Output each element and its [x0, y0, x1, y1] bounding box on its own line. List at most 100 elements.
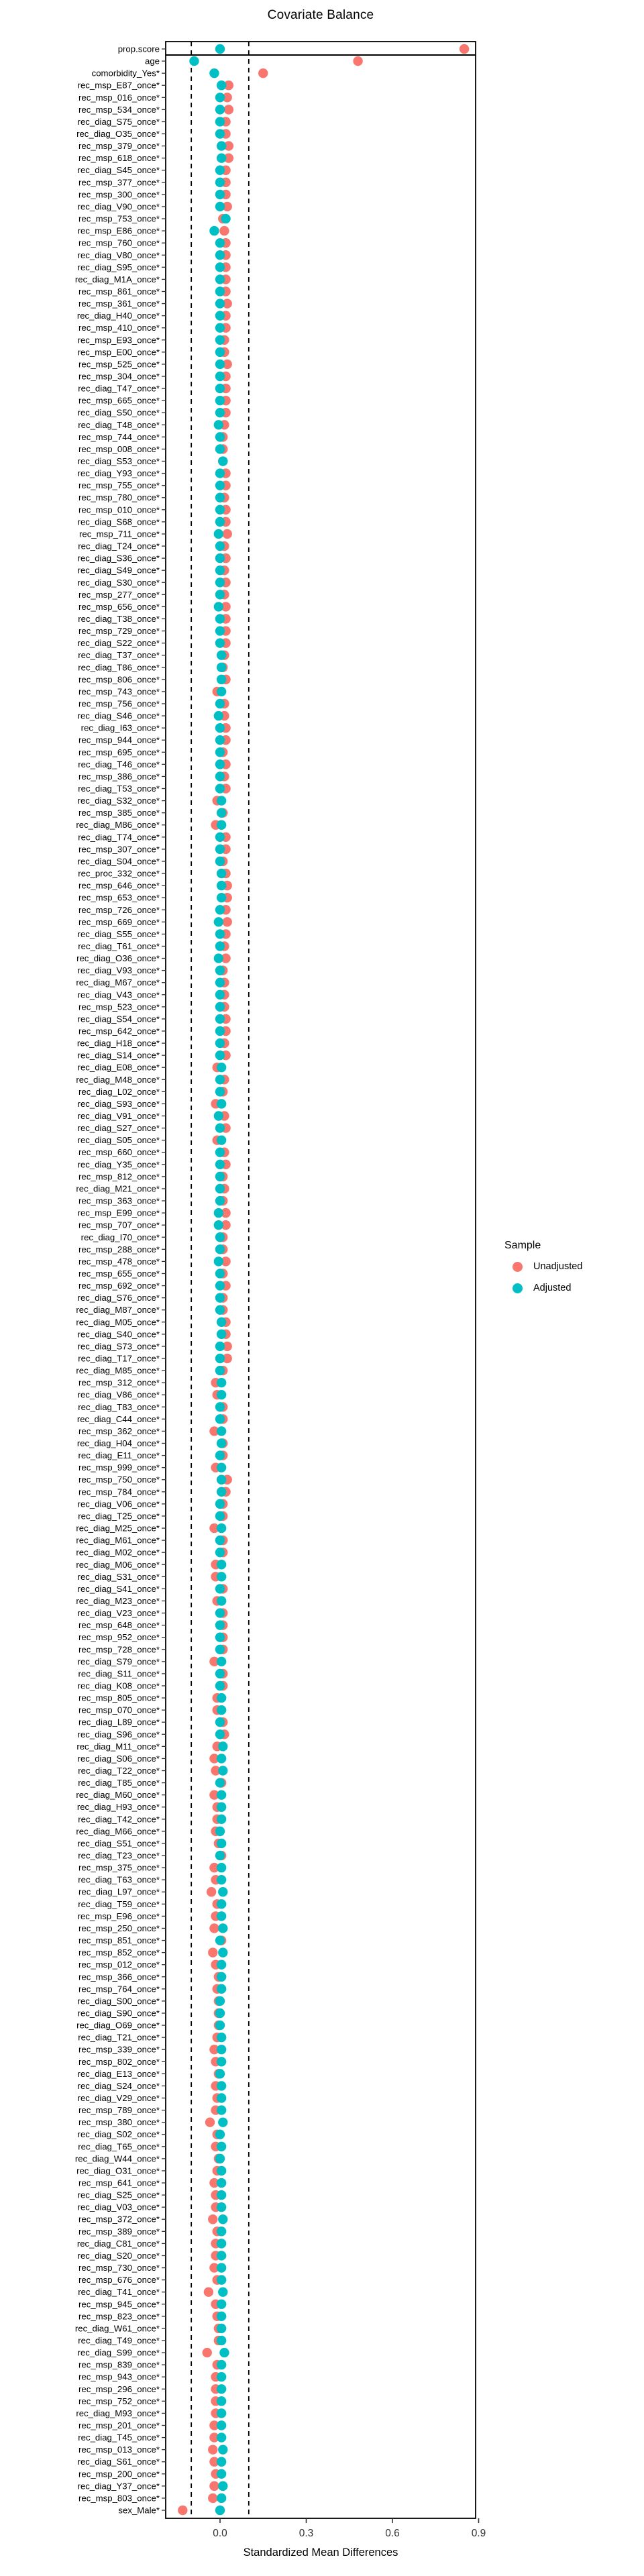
covariate-label: rec_diag_L02_once* — [78, 1087, 160, 1097]
covariate-label: rec_msp_764_once* — [78, 1984, 160, 1994]
adjusted-point — [216, 2420, 227, 2430]
covariate-label: rec_msp_012_once* — [78, 1960, 160, 1970]
unadjusted-point — [209, 1923, 219, 1933]
covariate-label: rec_diag_T37_once* — [78, 650, 160, 660]
unadjusted-point — [223, 80, 234, 91]
adjusted-point — [215, 1414, 225, 1424]
adjusted-point — [216, 1862, 227, 1873]
covariate-label: rec_diag_H93_once* — [77, 1802, 160, 1812]
covariate-label: rec_diag_T42_once* — [78, 1814, 160, 1824]
adjusted-point — [215, 1038, 225, 1049]
adjusted-point — [215, 989, 225, 1000]
covariate-label: sex_Male* — [118, 2506, 160, 2516]
adjusted-point — [215, 1778, 225, 1788]
unadjusted-point — [209, 1656, 219, 1667]
covariate-label: rec_diag_S25_once* — [78, 2190, 160, 2200]
adjusted-point — [215, 856, 225, 867]
unadjusted-dot-icon — [513, 1261, 523, 1272]
covariate-label: rec_diag_O69_once* — [76, 2021, 160, 2031]
legend: Sample Unadjusted Adjusted — [504, 1240, 639, 1304]
adjusted-point — [215, 1293, 225, 1303]
covariate-label: rec_diag_M86_once* — [76, 820, 160, 830]
adjusted-point — [215, 541, 225, 551]
adjusted-point — [216, 2311, 227, 2322]
covariate-label: rec_diag_T63_once* — [78, 1875, 160, 1885]
adjusted-point — [215, 832, 225, 843]
adjusted-point — [215, 286, 225, 297]
adjusted-point — [215, 237, 225, 248]
adjusted-point — [215, 262, 225, 272]
legend-label-adjusted: Adjusted — [533, 1283, 572, 1293]
covariate-label: rec_diag_C81_once* — [77, 2239, 160, 2249]
adjusted-point — [218, 1741, 228, 1752]
adjusted-point — [215, 1123, 225, 1133]
covariate-label: rec_diag_S24_once* — [78, 2081, 160, 2091]
covariate-label: rec_msp_377_once* — [78, 177, 160, 187]
adjusted-point — [215, 1450, 225, 1460]
covariate-label: rec_msp_E93_once* — [78, 335, 160, 345]
covariate-label: rec_msp_E99_once* — [78, 1208, 160, 1218]
adjusted-point — [215, 1511, 225, 1521]
covariate-label: rec_diag_S27_once* — [78, 1123, 160, 1133]
unadjusted-point — [208, 2214, 218, 2224]
covariate-label: rec_msp_695_once* — [78, 747, 160, 757]
covariate-label: rec_msp_300_once* — [78, 189, 160, 199]
adjusted-point — [215, 117, 225, 127]
unadjusted-point — [203, 2287, 214, 2297]
x-tick-label: 0.9 — [472, 2528, 486, 2539]
covariate-label: rec_diag_I63_once* — [81, 723, 160, 733]
covariate-label: rec_diag_V90_once* — [78, 201, 160, 211]
adjusted-point — [216, 1377, 227, 1388]
adjusted-point — [213, 1111, 224, 1121]
adjusted-point — [215, 335, 225, 345]
adjusted-point — [216, 1572, 227, 1582]
covariate-label: rec_diag_S45_once* — [78, 165, 160, 175]
covariate-label: rec_diag_M02_once* — [76, 1548, 160, 1558]
adjusted-point — [216, 686, 227, 697]
covariate-label: rec_msp_070_once* — [78, 1705, 160, 1715]
adjusted-point — [215, 614, 225, 624]
covariate-label: rec_diag_L97_once* — [78, 1887, 160, 1897]
covariate-label: rec_msp_656_once* — [78, 602, 160, 612]
covariate-label: rec_msp_944_once* — [78, 735, 160, 745]
adjusted-point — [216, 1911, 227, 1921]
covariate-label: rec_msp_277_once* — [78, 590, 160, 600]
adjusted-point — [213, 1208, 224, 1218]
covariate-label: rec_diag_S79_once* — [78, 1656, 160, 1666]
adjusted-point — [215, 1996, 225, 2006]
adjusted-point — [215, 1353, 225, 1364]
adjusted-point — [216, 2032, 227, 2043]
adjusted-point — [216, 1317, 227, 1327]
covariate-label: rec_diag_T46_once* — [78, 759, 160, 769]
unadjusted-point — [209, 1426, 219, 1436]
adjusted-point — [215, 929, 225, 939]
adjusted-point — [216, 1972, 227, 1982]
adjusted-point — [218, 1766, 228, 1776]
adjusted-point — [209, 68, 219, 78]
covariate-label: rec_msp_375_once* — [78, 1863, 160, 1873]
adjusted-point — [215, 1499, 225, 1509]
adjusted-point — [216, 796, 227, 806]
adjusted-point — [215, 44, 225, 54]
adjusted-point — [215, 1668, 225, 1679]
unadjusted-point — [222, 1341, 232, 1352]
unadjusted-point — [222, 299, 232, 309]
adjusted-point — [215, 1535, 225, 1546]
adjusted-point — [215, 504, 225, 515]
adjusted-point — [216, 2045, 227, 2055]
unadjusted-point — [221, 1208, 231, 1218]
covariate-label: rec_msp_669_once* — [78, 917, 160, 927]
covariate-label: rec_diag_T53_once* — [78, 784, 160, 794]
adjusted-point — [215, 1159, 225, 1170]
covariate-label: rec_msp_752_once* — [78, 2396, 160, 2406]
adjusted-point — [215, 1402, 225, 1412]
adjusted-point — [216, 153, 227, 163]
covariate-label: rec_diag_M67_once* — [76, 977, 160, 987]
unadjusted-point — [222, 1353, 232, 1364]
covariate-label: rec_msp_E96_once* — [78, 1911, 160, 1921]
adjusted-point — [215, 1632, 225, 1642]
adjusted-point — [215, 93, 225, 103]
adjusted-point — [216, 2493, 227, 2504]
adjusted-point — [216, 1754, 227, 1764]
